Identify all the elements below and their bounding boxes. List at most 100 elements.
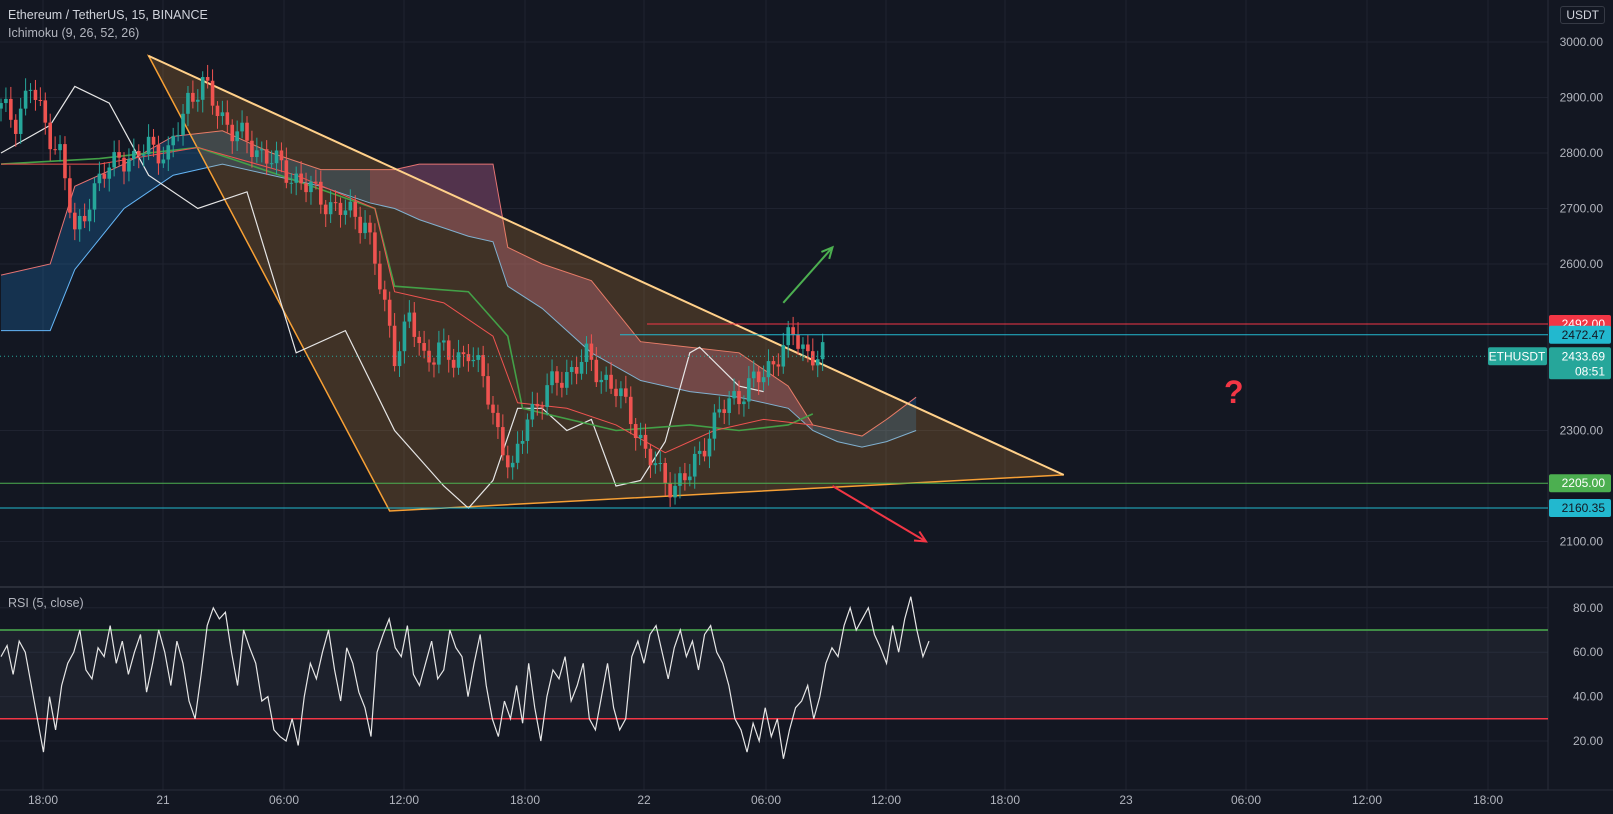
candle-body bbox=[668, 483, 672, 498]
indicator-label[interactable]: Ichimoku (9, 26, 52, 26) bbox=[8, 26, 140, 40]
senkou-span-b bbox=[1, 163, 917, 448]
candle-body bbox=[806, 344, 810, 352]
cloud-fill-blue bbox=[1, 130, 917, 448]
currency-button[interactable]: USDT bbox=[1560, 6, 1605, 24]
candle-body bbox=[663, 463, 667, 484]
candle-body bbox=[9, 98, 13, 120]
candle-body bbox=[269, 163, 274, 165]
candle-body bbox=[417, 336, 421, 344]
candle-body bbox=[776, 364, 781, 367]
axes: 3000.00 2900.00 2800.00 2700.00 2600.00 2300.… bbox=[28, 35, 1603, 807]
candle-body bbox=[722, 409, 727, 413]
candle-body bbox=[186, 92, 190, 114]
candle-body bbox=[565, 372, 569, 388]
bearish-arrow bbox=[831, 485, 927, 543]
candle-body bbox=[250, 140, 254, 158]
candle-body bbox=[373, 232, 377, 264]
candle-body bbox=[491, 404, 495, 413]
candle-body bbox=[348, 201, 353, 211]
candle-body bbox=[196, 99, 200, 102]
triangle-shape bbox=[146, 54, 1065, 512]
time-axis-tick: 06:00 bbox=[751, 793, 781, 807]
symbol-title[interactable]: Ethereum / TetherUS, 15, BINANCE bbox=[8, 8, 208, 22]
candle-body bbox=[678, 473, 682, 486]
time-axis-tick: 21 bbox=[156, 793, 170, 807]
candle-body bbox=[643, 434, 648, 449]
candle-body bbox=[294, 173, 298, 183]
candle-body bbox=[771, 361, 776, 365]
price-axis-tick: 2300.00 bbox=[1560, 424, 1604, 438]
candle-body bbox=[107, 167, 112, 179]
candle-body bbox=[117, 152, 121, 158]
candle-body bbox=[245, 122, 249, 141]
candle-body bbox=[392, 325, 397, 367]
candle-body bbox=[166, 145, 171, 160]
candle-body bbox=[486, 376, 490, 405]
candle-body bbox=[264, 149, 269, 164]
candle-body bbox=[230, 124, 235, 142]
candle-body bbox=[304, 183, 308, 193]
candle-body bbox=[397, 351, 402, 367]
candle-body bbox=[191, 92, 195, 102]
level-price-tag: 2205.00 bbox=[1562, 476, 1606, 490]
candle-body bbox=[811, 351, 815, 366]
candle-body bbox=[210, 80, 215, 106]
candle-body bbox=[756, 371, 761, 383]
candle-body bbox=[4, 98, 8, 104]
rsi-line bbox=[0, 596, 930, 759]
question-mark-annotation: ? bbox=[1224, 374, 1244, 410]
time-axis-tick: 18:00 bbox=[510, 793, 540, 807]
candle-body bbox=[446, 340, 451, 360]
candle-body bbox=[555, 371, 559, 383]
price-levels bbox=[0, 245, 1548, 543]
candle-body bbox=[432, 362, 436, 365]
candle-body bbox=[92, 183, 97, 210]
price-axis-tick: 2100.00 bbox=[1560, 535, 1604, 549]
candle-body bbox=[658, 463, 663, 465]
candle-body bbox=[378, 263, 382, 290]
candle-body bbox=[550, 371, 554, 386]
candle-body bbox=[387, 299, 392, 326]
candle-body bbox=[761, 377, 766, 383]
candle-body bbox=[240, 122, 244, 132]
time-axis-tick: 23 bbox=[1119, 793, 1133, 807]
candle-body bbox=[82, 215, 87, 222]
candle-body bbox=[501, 427, 505, 456]
candle-body bbox=[97, 173, 102, 184]
candle-body bbox=[235, 131, 239, 142]
candle-body bbox=[368, 222, 372, 233]
candle-body bbox=[112, 152, 116, 168]
level-price-tag: 2160.35 bbox=[1562, 501, 1606, 515]
candle-body bbox=[353, 201, 358, 217]
candle-body bbox=[87, 209, 92, 222]
candle-body bbox=[540, 406, 544, 408]
rsi-axis-tick: 20.00 bbox=[1573, 734, 1603, 748]
candle-body bbox=[382, 289, 387, 300]
candles bbox=[0, 64, 825, 507]
candle-body bbox=[815, 359, 820, 366]
candle-body bbox=[314, 181, 318, 183]
candle-body bbox=[422, 343, 426, 351]
candle-body bbox=[766, 361, 771, 378]
candle-body bbox=[279, 150, 284, 161]
descending-trendline bbox=[148, 54, 1065, 476]
candle-body bbox=[584, 343, 589, 362]
candle-body bbox=[515, 443, 520, 463]
candle-body bbox=[73, 212, 77, 230]
time-axis-tick: 12:00 bbox=[1352, 793, 1382, 807]
candle-body bbox=[58, 144, 62, 151]
candle-body bbox=[289, 182, 294, 184]
candle-body bbox=[13, 119, 18, 134]
time-axis-tick: 06:00 bbox=[269, 793, 299, 807]
candle-body bbox=[505, 455, 510, 468]
candle-body bbox=[102, 173, 107, 179]
candle-body bbox=[220, 112, 225, 117]
rsi-title[interactable]: RSI (5, close) bbox=[8, 596, 84, 610]
candle-body bbox=[796, 334, 800, 349]
candle-body bbox=[412, 312, 417, 337]
candle-body bbox=[141, 154, 146, 156]
candle-body bbox=[579, 361, 584, 374]
time-axis-tick: 12:00 bbox=[389, 793, 419, 807]
candle-body bbox=[619, 388, 623, 397]
